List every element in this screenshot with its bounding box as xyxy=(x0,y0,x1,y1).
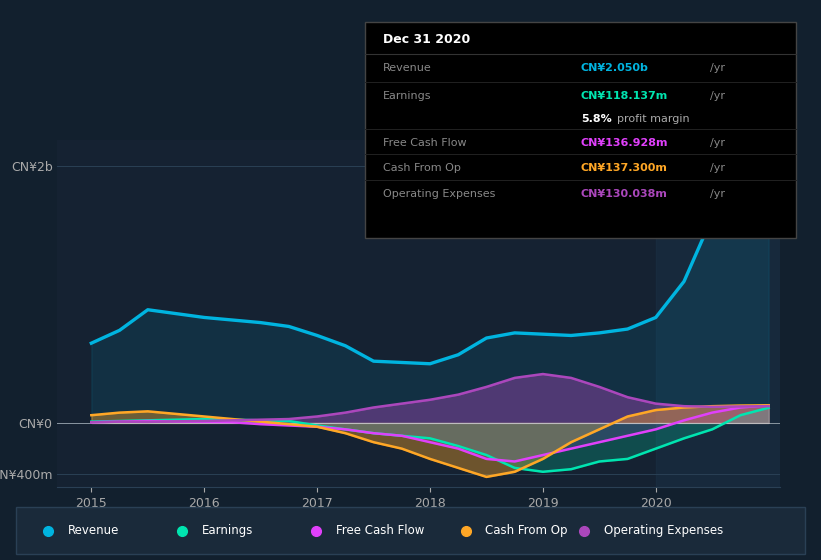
Text: /yr: /yr xyxy=(710,91,725,101)
Text: CN¥137.300m: CN¥137.300m xyxy=(581,162,667,172)
Text: /yr: /yr xyxy=(710,189,725,199)
Text: Free Cash Flow: Free Cash Flow xyxy=(383,138,466,148)
Text: /yr: /yr xyxy=(710,138,725,148)
Text: Cash From Op: Cash From Op xyxy=(383,162,461,172)
FancyBboxPatch shape xyxy=(365,22,796,238)
Text: profit margin: profit margin xyxy=(617,114,690,124)
Text: Dec 31 2020: Dec 31 2020 xyxy=(383,33,470,46)
Text: /yr: /yr xyxy=(710,162,725,172)
Text: Earnings: Earnings xyxy=(202,524,253,537)
Text: Operating Expenses: Operating Expenses xyxy=(383,189,495,199)
Text: Earnings: Earnings xyxy=(383,91,431,101)
Text: CN¥2.050b: CN¥2.050b xyxy=(581,63,649,73)
Text: Revenue: Revenue xyxy=(383,63,431,73)
Bar xyxy=(656,140,780,487)
Text: Operating Expenses: Operating Expenses xyxy=(603,524,722,537)
Text: Cash From Op: Cash From Op xyxy=(485,524,568,537)
Text: CN¥118.137m: CN¥118.137m xyxy=(581,91,668,101)
Text: 5.8%: 5.8% xyxy=(581,114,612,124)
Text: Revenue: Revenue xyxy=(67,524,119,537)
Text: CN¥130.038m: CN¥130.038m xyxy=(581,189,667,199)
FancyBboxPatch shape xyxy=(16,507,805,554)
Text: CN¥136.928m: CN¥136.928m xyxy=(581,138,668,148)
Text: Free Cash Flow: Free Cash Flow xyxy=(336,524,424,537)
Text: /yr: /yr xyxy=(710,63,725,73)
